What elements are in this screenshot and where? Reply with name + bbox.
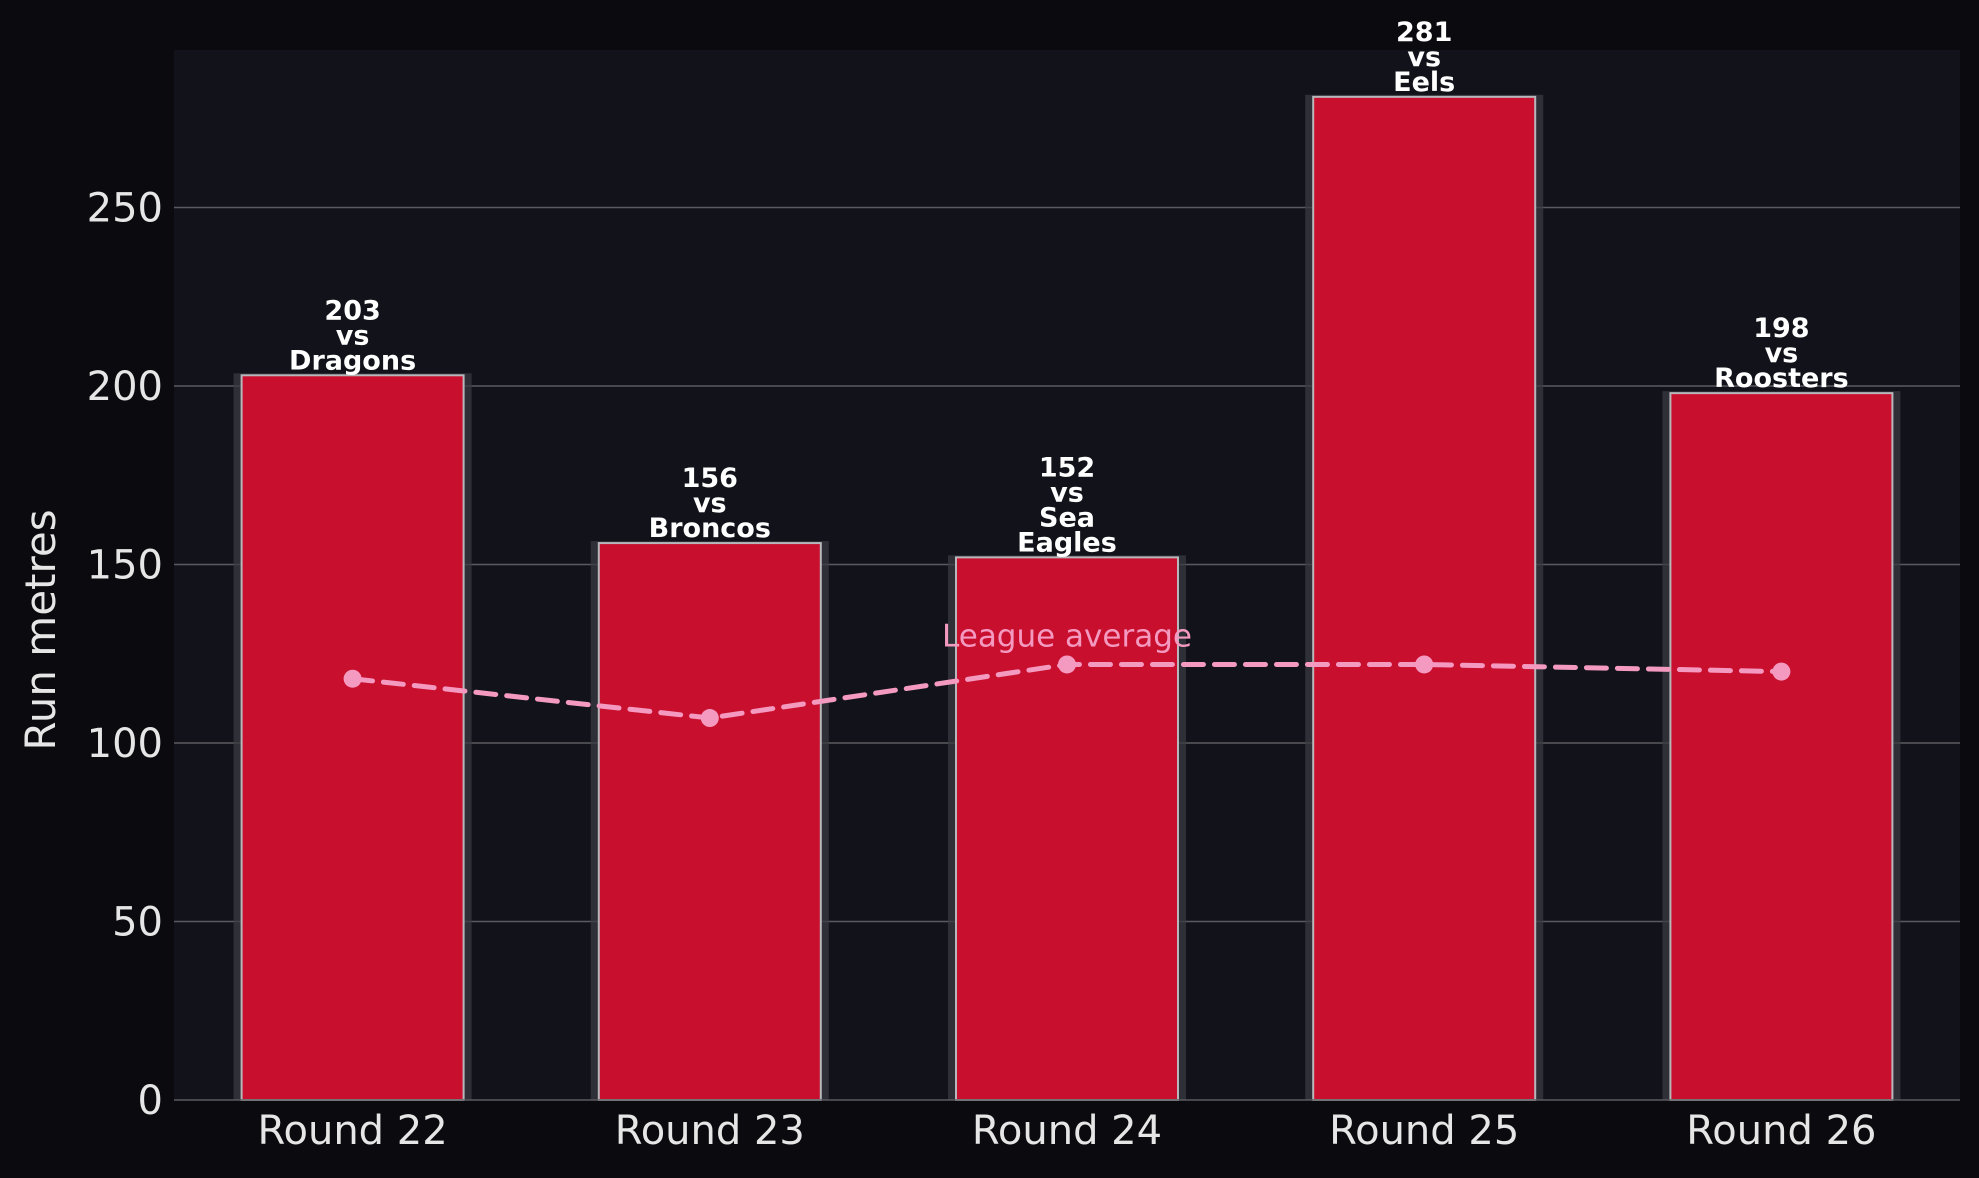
y-tick-label: 150 [87, 543, 163, 589]
bar-data-label-line: Sea [1039, 502, 1095, 533]
y-tick-label: 0 [138, 1078, 163, 1124]
bar [1312, 95, 1537, 1101]
bar-data-label-line: Eels [1393, 67, 1455, 98]
league-average-series: League average [343, 618, 1791, 728]
bar-data-label-line: vs [1765, 338, 1799, 369]
x-axis-ticks: Round 22 Round 23 Round 24 Round 25 Round 26 [258, 1108, 1877, 1154]
bar-data-label-line: vs [336, 320, 370, 351]
bar-data-label: 198 vs Roosters [1714, 313, 1849, 394]
bar [240, 374, 465, 1102]
bar-data-label-line: Roosters [1714, 363, 1849, 394]
bar-data-label-line: 203 [324, 295, 380, 326]
bar [955, 556, 1179, 1101]
x-tick-label: Round 26 [1686, 1108, 1876, 1154]
bar-data-label-line: Eagles [1017, 527, 1117, 558]
bar-data-label: 281 vs Eels [1393, 17, 1455, 98]
bar-data-label-line: Broncos [649, 513, 771, 544]
bar-data-label-line: vs [1050, 477, 1084, 508]
y-axis-label: Run metres [16, 509, 65, 750]
bar-data-label: 152 vs Sea Eagles [1017, 452, 1117, 558]
league-average-marker [343, 669, 362, 688]
x-tick-label: Round 25 [1329, 1108, 1519, 1154]
bar-data-label: 203 vs Dragons [289, 295, 416, 376]
x-tick-label: Round 23 [615, 1108, 805, 1154]
x-tick-label: Round 24 [972, 1108, 1162, 1154]
bar-data-label: 156 vs Broncos [649, 463, 771, 544]
bars [233, 94, 1901, 1102]
y-axis-ticks: 0 50 100 150 200 250 [87, 186, 163, 1125]
bar-data-label-line: vs [693, 488, 727, 519]
bar-data-label-line: 198 [1753, 313, 1809, 344]
x-tick-label: Round 22 [258, 1108, 448, 1154]
bar-data-label-line: Dragons [289, 345, 416, 376]
y-tick-label: 200 [87, 364, 163, 410]
bar [1669, 392, 1894, 1101]
bar [597, 542, 822, 1101]
league-average-marker [1415, 655, 1434, 674]
y-tick-label: 50 [112, 900, 163, 946]
bar-data-label-line: vs [1407, 42, 1441, 73]
y-tick-label: 250 [87, 186, 163, 232]
y-tick-label: 100 [87, 721, 163, 767]
bar-data-label-line: 156 [682, 463, 738, 494]
bar-data-label-line: 152 [1039, 452, 1095, 483]
league-average-annotation: League average [942, 618, 1192, 654]
league-average-marker [700, 709, 719, 728]
league-average-marker [1058, 655, 1076, 674]
league-average-marker [1772, 662, 1791, 681]
bar-data-label-line: 281 [1396, 17, 1452, 48]
